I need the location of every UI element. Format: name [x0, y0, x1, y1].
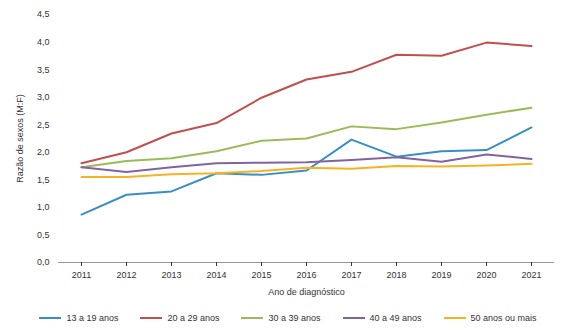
- svg-text:2015: 2015: [251, 270, 271, 280]
- svg-text:2013: 2013: [161, 270, 181, 280]
- svg-text:2019: 2019: [431, 270, 451, 280]
- svg-text:2014: 2014: [206, 270, 226, 280]
- svg-text:4,5: 4,5: [37, 9, 50, 19]
- html-text:30 a 39 anos: 30 a 39 anos: [268, 313, 321, 323]
- html-text:50 anos ou mais: 50 anos ou mais: [470, 313, 537, 323]
- svg-text:0,5: 0,5: [37, 230, 50, 240]
- html-text:20 a 29 anos: 20 a 29 anos: [167, 313, 220, 323]
- svg-text:2,0: 2,0: [37, 147, 50, 157]
- svg-text:2016: 2016: [296, 270, 316, 280]
- html-text:40 a 49 anos: 40 a 49 anos: [369, 313, 422, 323]
- svg-text:0,0: 0,0: [37, 257, 50, 267]
- svg-text:1,5: 1,5: [37, 175, 50, 185]
- svg-text:Razão de sexos (M:F): Razão de sexos (M:F): [15, 94, 25, 183]
- svg-text:2,5: 2,5: [37, 120, 50, 130]
- html-text:13 a 19 anos: 13 a 19 anos: [66, 313, 119, 323]
- svg-text:2011: 2011: [72, 270, 91, 280]
- svg-text:1,0: 1,0: [37, 202, 50, 212]
- svg-text:2020: 2020: [476, 270, 496, 280]
- svg-text:3,0: 3,0: [37, 92, 50, 102]
- svg-text:2018: 2018: [386, 270, 406, 280]
- svg-text:3,5: 3,5: [37, 64, 50, 74]
- svg-text:2017: 2017: [341, 270, 361, 280]
- svg-text:2012: 2012: [116, 270, 136, 280]
- svg-text:2021: 2021: [521, 270, 541, 280]
- svg-text:Ano de diagnóstico: Ano de diagnóstico: [268, 287, 345, 297]
- svg-text:4,0: 4,0: [37, 37, 50, 47]
